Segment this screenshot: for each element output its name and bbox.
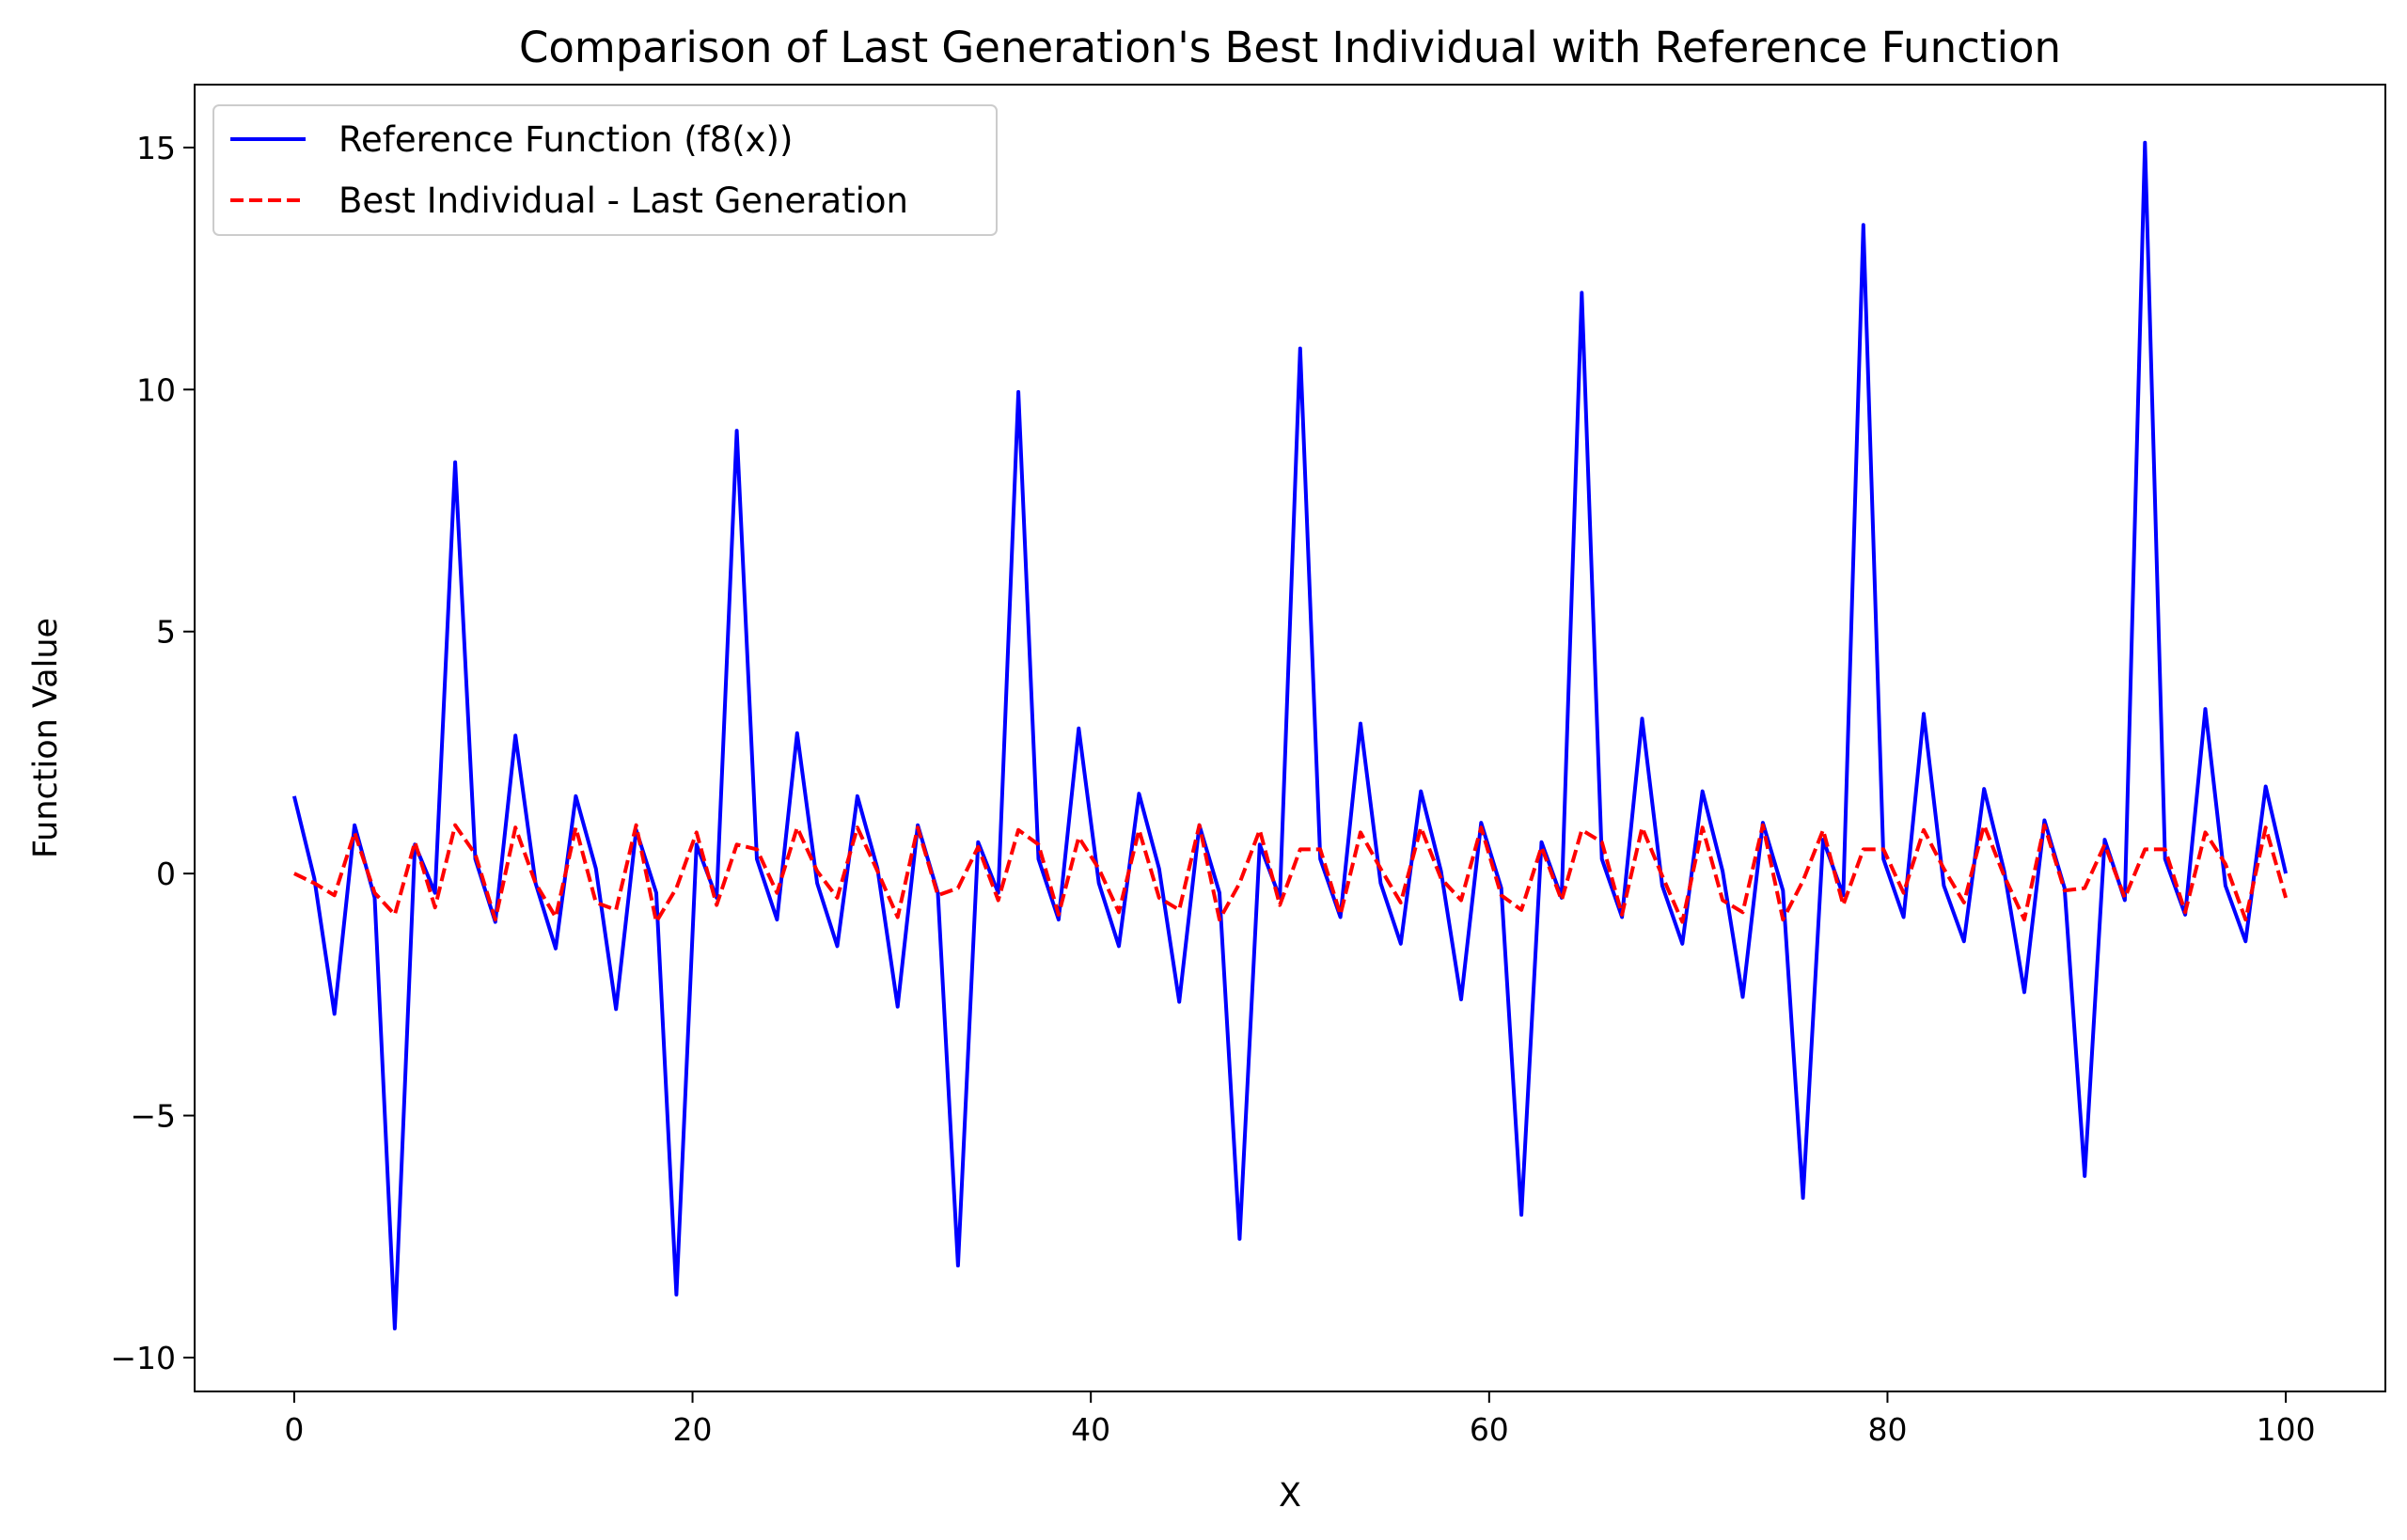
x-tick-label: 40 [1071, 1411, 1110, 1448]
x-tick-label: 60 [1470, 1411, 1509, 1448]
x-tick-label: 80 [1867, 1411, 1907, 1448]
x-axis: 0 20 40 60 80 100 [284, 1391, 2316, 1448]
y-tick-label: −5 [130, 1098, 176, 1135]
x-tick-label: 20 [673, 1411, 713, 1448]
legend: Reference Function (f8(x)) Best Individu… [212, 104, 998, 236]
y-tick-label: 15 [136, 130, 176, 166]
y-tick-label: 10 [136, 371, 176, 408]
legend-label-reference: Reference Function (f8(x)) [338, 119, 793, 160]
x-tick-label: 0 [284, 1411, 304, 1448]
plot-frame [194, 84, 2386, 1392]
x-axis-label: X [1279, 1477, 1301, 1515]
chart-title: Comparison of Last Generation's Best Ind… [519, 23, 2061, 72]
series-line-reference [291, 140, 2289, 1331]
y-tick-label: 0 [156, 856, 176, 892]
x-tick-label: 100 [2257, 1411, 2316, 1448]
series-line-best-individual [293, 823, 2289, 924]
plot-area [291, 140, 2289, 1331]
legend-box [212, 104, 998, 236]
series-layer [291, 140, 2289, 1331]
y-axis: −10 −5 0 5 10 15 [110, 130, 195, 1376]
y-tick-label: 5 [156, 614, 176, 651]
legend-label-best-individual: Best Individual - Last Generation [338, 181, 908, 221]
y-tick-label: −10 [110, 1340, 176, 1376]
y-axis-label: Function Value [27, 618, 65, 858]
